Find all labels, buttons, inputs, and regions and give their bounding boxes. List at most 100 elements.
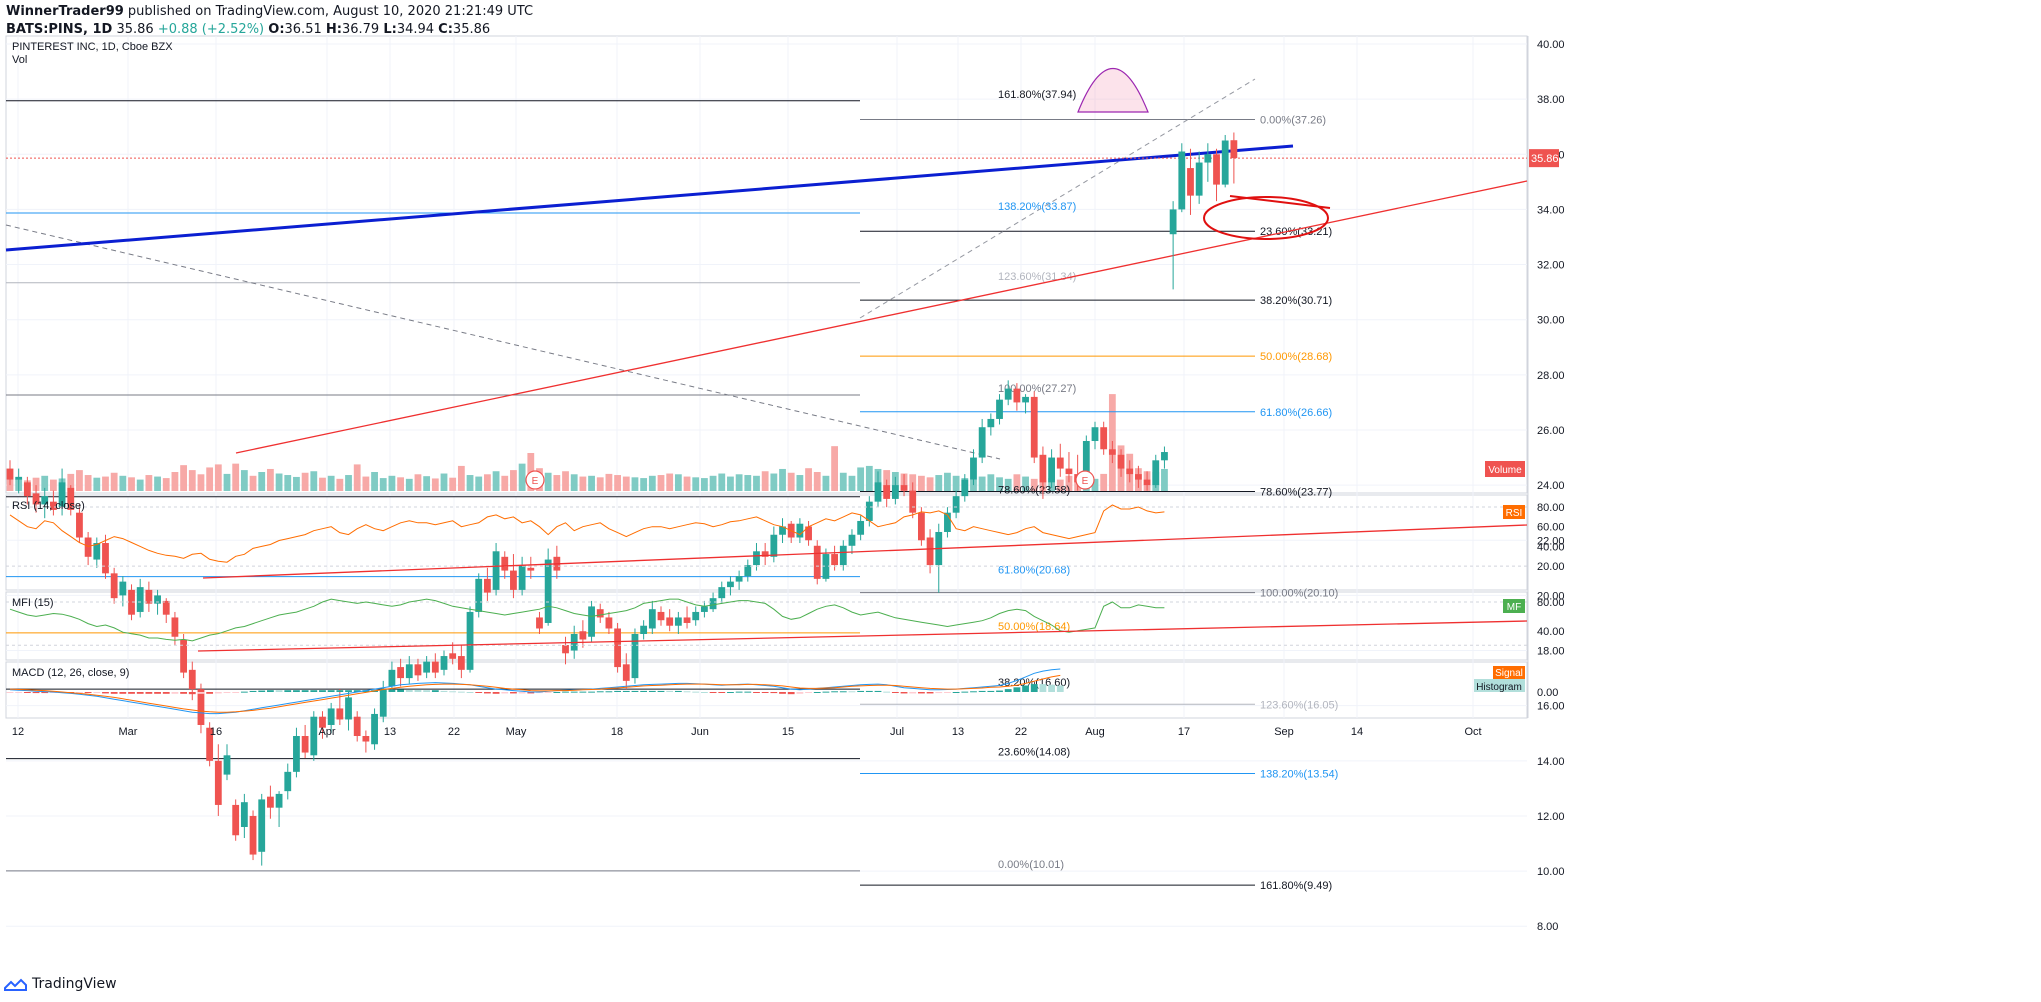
macd-histogram-bar <box>1013 687 1021 692</box>
volume-bar <box>249 475 257 491</box>
macd-histogram-bar <box>622 690 630 692</box>
macd-histogram-bar <box>961 691 969 693</box>
low-label: L: <box>383 22 397 37</box>
volume-bar <box>779 468 786 491</box>
candle-body <box>431 661 439 673</box>
volume-bar <box>32 477 40 491</box>
macd-histogram-bar <box>171 692 179 694</box>
rsi-line <box>9 504 1165 563</box>
macd-histogram-bar <box>405 689 413 692</box>
candle-body <box>249 815 257 855</box>
publish-info: WinnerTrader99 published on TradingView.… <box>6 4 533 19</box>
macd-histogram-bar <box>865 690 873 692</box>
x-tick-label: Aug <box>1085 726 1105 738</box>
candle-body <box>544 559 552 623</box>
macd-histogram-bar <box>978 690 986 692</box>
fib-left-label: 0.00%(10.01) <box>998 859 1064 871</box>
candle-body <box>414 664 422 676</box>
candle-body <box>258 799 266 852</box>
candle-body <box>805 526 812 541</box>
high-value: 36.79 <box>341 22 380 37</box>
candle-body <box>484 578 491 593</box>
volume-bar <box>6 479 14 491</box>
candle-body <box>718 587 726 599</box>
macd-histogram-bar <box>197 692 205 694</box>
macd-histogram-bar <box>605 691 613 693</box>
volume-bar <box>640 478 648 491</box>
macd-histogram-bar <box>596 691 604 693</box>
macd-histogram-bar <box>457 691 465 693</box>
volume-bar <box>84 475 92 491</box>
candle-body <box>952 496 960 513</box>
macd-histogram-bar <box>579 691 587 693</box>
volume-bar <box>614 475 621 491</box>
tradingview-logo-icon[interactable] <box>4 977 28 991</box>
candle-body <box>180 639 187 673</box>
macd-histogram-bar <box>206 692 214 694</box>
footer-brand[interactable]: TradingView <box>32 976 117 992</box>
candle-body <box>1195 162 1203 196</box>
volume-bar <box>935 475 943 491</box>
volume-bar <box>970 479 977 491</box>
mfi-trendline <box>197 620 1528 652</box>
macd-histogram-bar <box>683 691 691 693</box>
macd-histogram-bar <box>423 690 431 692</box>
volume-bar <box>857 467 865 491</box>
fib-right-label: 23.60%(33.21) <box>1260 226 1332 238</box>
macd-histogram-bar <box>449 691 457 693</box>
earnings-marker-icon <box>525 470 545 490</box>
macd-histogram-bar <box>640 690 648 692</box>
volume-bar <box>718 473 726 491</box>
macd-histogram-bar <box>15 692 23 693</box>
price-change: +0.88 (+2.52%) <box>157 22 265 37</box>
macd-histogram-bar <box>813 692 821 693</box>
volume-bar <box>180 465 187 491</box>
footer: TradingView <box>4 976 117 992</box>
author-name[interactable]: WinnerTrader99 <box>6 4 124 19</box>
macd-histogram-bar <box>76 692 83 693</box>
volume-bar <box>674 474 682 491</box>
volume-bar <box>1161 468 1168 491</box>
fib-right-label: 100.00%(20.10) <box>1260 588 1338 600</box>
macd-histogram-bar <box>431 690 439 692</box>
volume-bar <box>770 473 778 491</box>
volume-bar <box>865 465 873 491</box>
open-label: O: <box>268 22 285 37</box>
candle-body <box>683 617 691 623</box>
macd-histogram-bar <box>319 690 326 692</box>
candle-body <box>518 565 526 590</box>
candle-body <box>1126 468 1134 475</box>
rsi-badge-bg <box>1503 505 1525 519</box>
volume-bar <box>440 473 448 491</box>
macd-histogram-bar <box>909 692 917 694</box>
candle-body <box>770 534 778 557</box>
volume-bar <box>41 475 49 491</box>
candle-body <box>874 482 882 502</box>
candle-body <box>596 609 604 618</box>
macd-histogram-bar <box>440 690 448 692</box>
candle-body <box>961 479 969 497</box>
macd-histogram-bar <box>145 692 153 694</box>
volume-bar <box>336 478 344 491</box>
close-label: C: <box>438 22 453 37</box>
candle-body <box>944 512 951 532</box>
candle-body <box>692 611 700 621</box>
fib-right-label: 0.00%(37.26) <box>1260 115 1326 127</box>
candle-body <box>136 587 144 612</box>
macd-histogram-bar <box>588 691 595 693</box>
candle-body <box>1204 154 1212 163</box>
macd-histogram-bar <box>379 690 387 692</box>
candle-body <box>293 736 300 772</box>
y-tick-label: 8.00 <box>1537 921 1558 933</box>
candle-body <box>1117 454 1125 469</box>
volume-bar <box>918 475 925 491</box>
volume-bar <box>501 475 509 491</box>
volume-bar <box>466 475 474 491</box>
macd-histogram-bar <box>414 689 422 692</box>
y-tick-label: 28.00 <box>1537 370 1565 382</box>
candle-body <box>353 716 361 737</box>
candle-body <box>84 537 92 557</box>
macd-histogram-bar <box>753 692 760 693</box>
macd-histogram-bar <box>952 692 960 693</box>
